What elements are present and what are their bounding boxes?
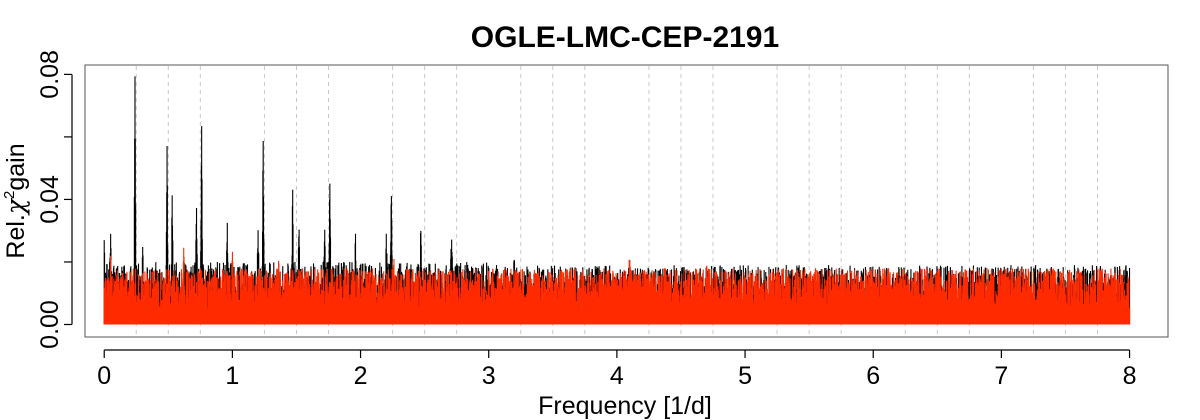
- x-tick-label: 1: [225, 362, 239, 390]
- y-axis-label-superscript: 2: [1, 191, 18, 199]
- x-tick-label: 5: [738, 362, 752, 390]
- x-tick-label: 8: [1123, 362, 1137, 390]
- x-tick-label: 2: [354, 362, 368, 390]
- x-tick-label: 0: [97, 362, 111, 390]
- plot-frame: [84, 64, 1169, 338]
- y-axis-label-prefix: Rel.: [2, 214, 30, 258]
- y-axis: 0.00 0.04 0.08: [36, 50, 73, 349]
- y-axis-label: Rel.χ2gain: [1, 143, 30, 258]
- y-tick-label: 0.04: [36, 175, 64, 224]
- y-tick-label: 0.08: [36, 50, 64, 99]
- x-tick-label: 4: [610, 362, 624, 390]
- x-tick-label: 7: [994, 362, 1008, 390]
- y-axis-label-suffix: gain: [2, 143, 30, 190]
- y-tick-label: 0.00: [36, 300, 64, 349]
- x-tick-label: 3: [482, 362, 496, 390]
- y-axis-label-symbol: χ: [1, 197, 30, 216]
- x-axis: 0 1 2 3 4 5 6 7 8: [97, 349, 1137, 390]
- plot-series: [103, 76, 1131, 325]
- series-red: [103, 247, 1131, 325]
- chart-title: OGLE-LMC-CEP-2191: [471, 21, 779, 54]
- x-axis-label: Frequency [1/d]: [538, 392, 712, 420]
- x-tick-label: 6: [866, 362, 880, 390]
